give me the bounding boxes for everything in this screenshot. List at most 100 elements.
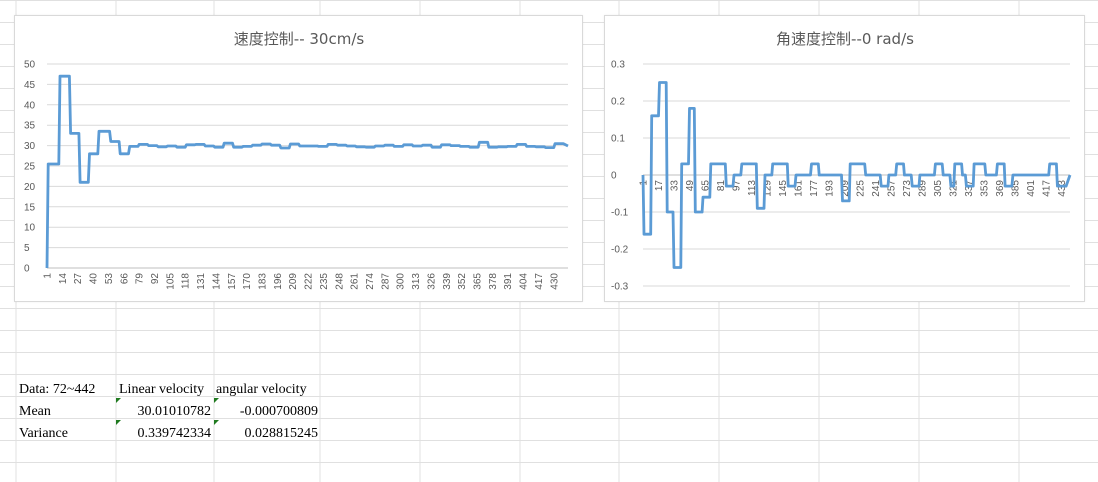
x-tick-label: 27 <box>73 273 84 285</box>
x-tick-label: 17 <box>654 180 665 192</box>
x-tick-label: 145 <box>778 180 789 197</box>
x-tick-label: 241 <box>871 180 882 197</box>
x-tick-label: 97 <box>731 180 742 192</box>
x-tick-label: 287 <box>380 273 391 290</box>
x-tick-label: 53 <box>104 273 115 285</box>
x-tick-label: 131 <box>196 273 207 290</box>
x-tick-label: 118 <box>181 273 192 289</box>
y-tick-label: -0.2 <box>611 245 629 256</box>
y-tick-label: 5 <box>24 243 30 254</box>
x-tick-label: 365 <box>473 273 484 290</box>
series-line <box>641 81 1072 269</box>
y-tick-label: -0.3 <box>611 282 629 293</box>
x-tick-label: 339 <box>442 273 453 290</box>
number-as-text-indicator <box>214 398 219 403</box>
y-tick-label: 10 <box>24 223 36 234</box>
variance-label: Variance <box>19 426 68 441</box>
x-tick-label: 274 <box>365 273 376 290</box>
x-tick-label: 157 <box>227 273 238 290</box>
x-tick-label: 417 <box>534 273 545 290</box>
x-tick-label: 430 <box>549 273 560 290</box>
chart-title: 角速度控制--0 rad/s <box>776 30 914 48</box>
y-tick-label: 40 <box>24 100 36 111</box>
x-tick-label: 1 <box>43 273 54 279</box>
x-tick-label: 40 <box>89 273 100 285</box>
y-tick-label: 0 <box>611 171 617 182</box>
x-tick-label: 170 <box>242 273 253 290</box>
x-tick-label: 257 <box>886 180 897 197</box>
y-tick-label: 45 <box>24 80 36 91</box>
x-tick-label: 183 <box>258 273 269 290</box>
x-tick-label: 326 <box>426 273 437 290</box>
x-tick-label: 113 <box>747 180 758 196</box>
x-tick-label: 49 <box>685 180 696 192</box>
x-tick-label: 353 <box>979 180 990 197</box>
x-tick-label: 235 <box>319 273 330 290</box>
x-tick-label: 222 <box>304 273 315 290</box>
number-as-text-indicator <box>116 420 121 425</box>
x-tick-label: 92 <box>150 273 161 285</box>
x-tick-label: 385 <box>1010 180 1021 197</box>
x-tick-label: 300 <box>396 273 407 290</box>
x-tick-label: 225 <box>855 180 866 197</box>
x-tick-label: 196 <box>273 273 284 290</box>
x-tick-label: 66 <box>119 273 130 285</box>
angular-velocity-chart-svg: 角速度控制--0 rad/s -0.3-0.2-0.100.10.20.31 17… <box>611 30 1072 293</box>
angular-velocity-chart[interactable]: 角速度控制--0 rad/s -0.3 -0.2 -0.1 0 0.1 0.2 0.3 1 17… <box>604 15 1085 302</box>
data-range-label: Data: 72~442 <box>19 382 96 397</box>
x-tick-label: 79 <box>135 273 146 285</box>
series-line <box>45 74 569 269</box>
x-tick-label: 369 <box>995 180 1006 197</box>
x-tick-label: 401 <box>1026 180 1037 197</box>
y-tick-label: -0.1 <box>611 208 629 219</box>
y-tick-label: 20 <box>24 182 36 193</box>
variance-linear-value: 0.339742334 <box>137 426 212 441</box>
x-tick-label: 161 <box>793 180 804 197</box>
y-tick-label: 25 <box>24 162 36 173</box>
x-tick-label: 289 <box>917 180 928 197</box>
y-tick-label: 50 <box>24 60 36 71</box>
x-tick-label: 248 <box>334 273 345 290</box>
x-tick-label: 65 <box>700 180 711 192</box>
x-tick-label: 129 <box>762 180 773 197</box>
chart-title: 速度控制-- 30cm/s <box>234 30 365 48</box>
x-tick-label: 81 <box>716 180 727 192</box>
x-tick-label: 391 <box>503 273 514 290</box>
y-tick-label: 0.2 <box>611 97 625 108</box>
x-tick-label: 352 <box>457 273 468 290</box>
x-tick-label: 177 <box>809 180 820 197</box>
mean-linear-value: 30.01010782 <box>137 404 212 419</box>
number-as-text-indicator <box>116 398 121 403</box>
x-tick-label: 313 <box>411 273 422 290</box>
mean-label: Mean <box>19 404 51 419</box>
x-tick-label: 144 <box>211 273 222 290</box>
y-tick-label: 0.1 <box>611 134 625 145</box>
y-tick-label: 15 <box>24 202 36 213</box>
number-as-text-indicator <box>214 420 219 425</box>
x-tick-label: 321 <box>948 180 959 197</box>
angular-velocity-header: angular velocity <box>216 382 307 397</box>
x-tick-label: 404 <box>519 273 530 290</box>
x-tick-label: 209 <box>840 180 851 197</box>
x-tick-label: 273 <box>902 180 913 197</box>
x-tick-label: 193 <box>824 180 835 197</box>
y-tick-label: 0.3 <box>611 60 625 71</box>
y-tick-label: 0 <box>24 264 30 275</box>
x-tick-label: 417 <box>1041 180 1052 197</box>
x-tick-label: 105 <box>165 273 176 290</box>
x-tick-label: 433 <box>1057 180 1068 197</box>
x-tick-label: 209 <box>288 273 299 290</box>
variance-angular-value: 0.028815245 <box>244 426 319 441</box>
x-tick-label: 14 <box>58 273 69 285</box>
x-tick-label: 378 <box>488 273 499 290</box>
x-tick-label: 261 <box>350 273 361 290</box>
linear-velocity-header: Linear velocity <box>119 382 205 397</box>
x-tick-label: 305 <box>933 180 944 197</box>
x-tick-label: 33 <box>669 180 680 192</box>
y-tick-label: 30 <box>24 141 36 152</box>
y-tick-label: 35 <box>24 121 36 132</box>
linear-velocity-chart[interactable]: 速度控制-- 30cm/s 0 5 10 15 20 25 30 35 40 45 50 1 14 27 4… <box>14 15 583 302</box>
mean-angular-value: -0.000700809 <box>239 404 318 419</box>
x-tick-label: 337 <box>964 180 975 197</box>
